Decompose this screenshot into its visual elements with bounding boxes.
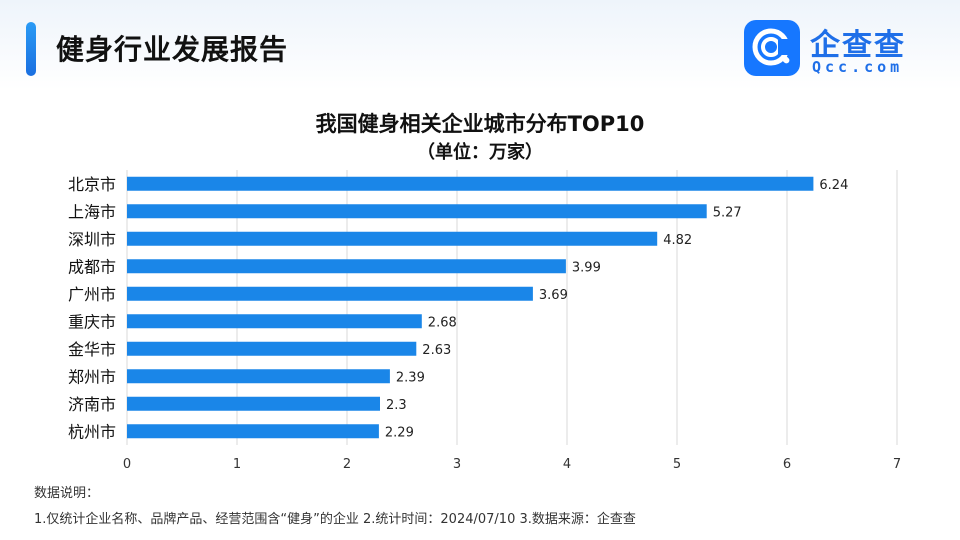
y-category-label: 深圳市 bbox=[68, 230, 116, 249]
x-tick-label: 4 bbox=[563, 457, 571, 472]
x-tick-label: 0 bbox=[123, 457, 131, 472]
y-category-label: 郑州市 bbox=[68, 367, 116, 386]
bar-value-label: 4.82 bbox=[663, 233, 692, 248]
bar-value-label: 2.39 bbox=[396, 370, 425, 385]
y-category-label: 成都市 bbox=[68, 257, 116, 276]
bar bbox=[127, 424, 379, 439]
qcc-logo-icon bbox=[744, 20, 800, 76]
x-tick-label: 1 bbox=[233, 457, 241, 472]
page-title: 健身行业发展报告 bbox=[56, 33, 289, 66]
bar bbox=[127, 259, 566, 274]
bar-value-label: 3.99 bbox=[572, 260, 601, 275]
bar-value-label: 2.68 bbox=[428, 315, 457, 330]
header-accent-bar bbox=[26, 22, 36, 76]
chart-title: 我国健身相关企业城市分布TOP10 bbox=[315, 112, 645, 136]
y-category-label: 重庆市 bbox=[68, 312, 116, 331]
bar bbox=[127, 286, 533, 301]
chart-subtitle: （单位：万家） bbox=[417, 142, 543, 163]
bar-value-label: 2.29 bbox=[385, 425, 414, 440]
y-category-label: 金华市 bbox=[68, 340, 116, 359]
y-category-label: 广州市 bbox=[68, 285, 116, 304]
logo-text-en: Qcc.com bbox=[812, 58, 904, 76]
y-category-label: 北京市 bbox=[68, 175, 116, 194]
bar bbox=[127, 231, 658, 246]
bar bbox=[127, 369, 390, 384]
bar bbox=[127, 341, 417, 356]
bar-value-label: 2.3 bbox=[386, 398, 407, 413]
data-notes-heading: 数据说明： bbox=[34, 486, 100, 501]
x-tick-label: 2 bbox=[343, 457, 351, 472]
logo-text-cn: 企查查 bbox=[810, 28, 906, 63]
y-category-label: 济南市 bbox=[68, 395, 116, 414]
x-tick-label: 6 bbox=[783, 457, 791, 472]
bar-value-label: 3.69 bbox=[539, 288, 568, 303]
bar-value-label: 6.24 bbox=[819, 178, 848, 193]
bar bbox=[127, 396, 380, 411]
bar bbox=[127, 204, 707, 219]
brand-logo: 企查查 Qcc.com bbox=[744, 20, 934, 80]
x-tick-label: 3 bbox=[453, 457, 461, 472]
y-category-label: 上海市 bbox=[68, 202, 116, 221]
data-notes-line: 1.仅统计企业名称、品牌产品、经营范围含“健身”的企业 2.统计时间：2024/… bbox=[34, 512, 636, 527]
bar-value-label: 5.27 bbox=[713, 205, 742, 220]
y-category-label: 杭州市 bbox=[68, 422, 116, 441]
bar bbox=[127, 314, 422, 329]
x-tick-label: 7 bbox=[893, 457, 901, 472]
bar bbox=[127, 176, 814, 191]
x-tick-label: 5 bbox=[673, 457, 681, 472]
bar-value-label: 2.63 bbox=[422, 343, 451, 358]
